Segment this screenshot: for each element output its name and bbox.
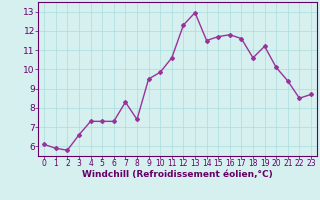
X-axis label: Windchill (Refroidissement éolien,°C): Windchill (Refroidissement éolien,°C) xyxy=(82,170,273,179)
